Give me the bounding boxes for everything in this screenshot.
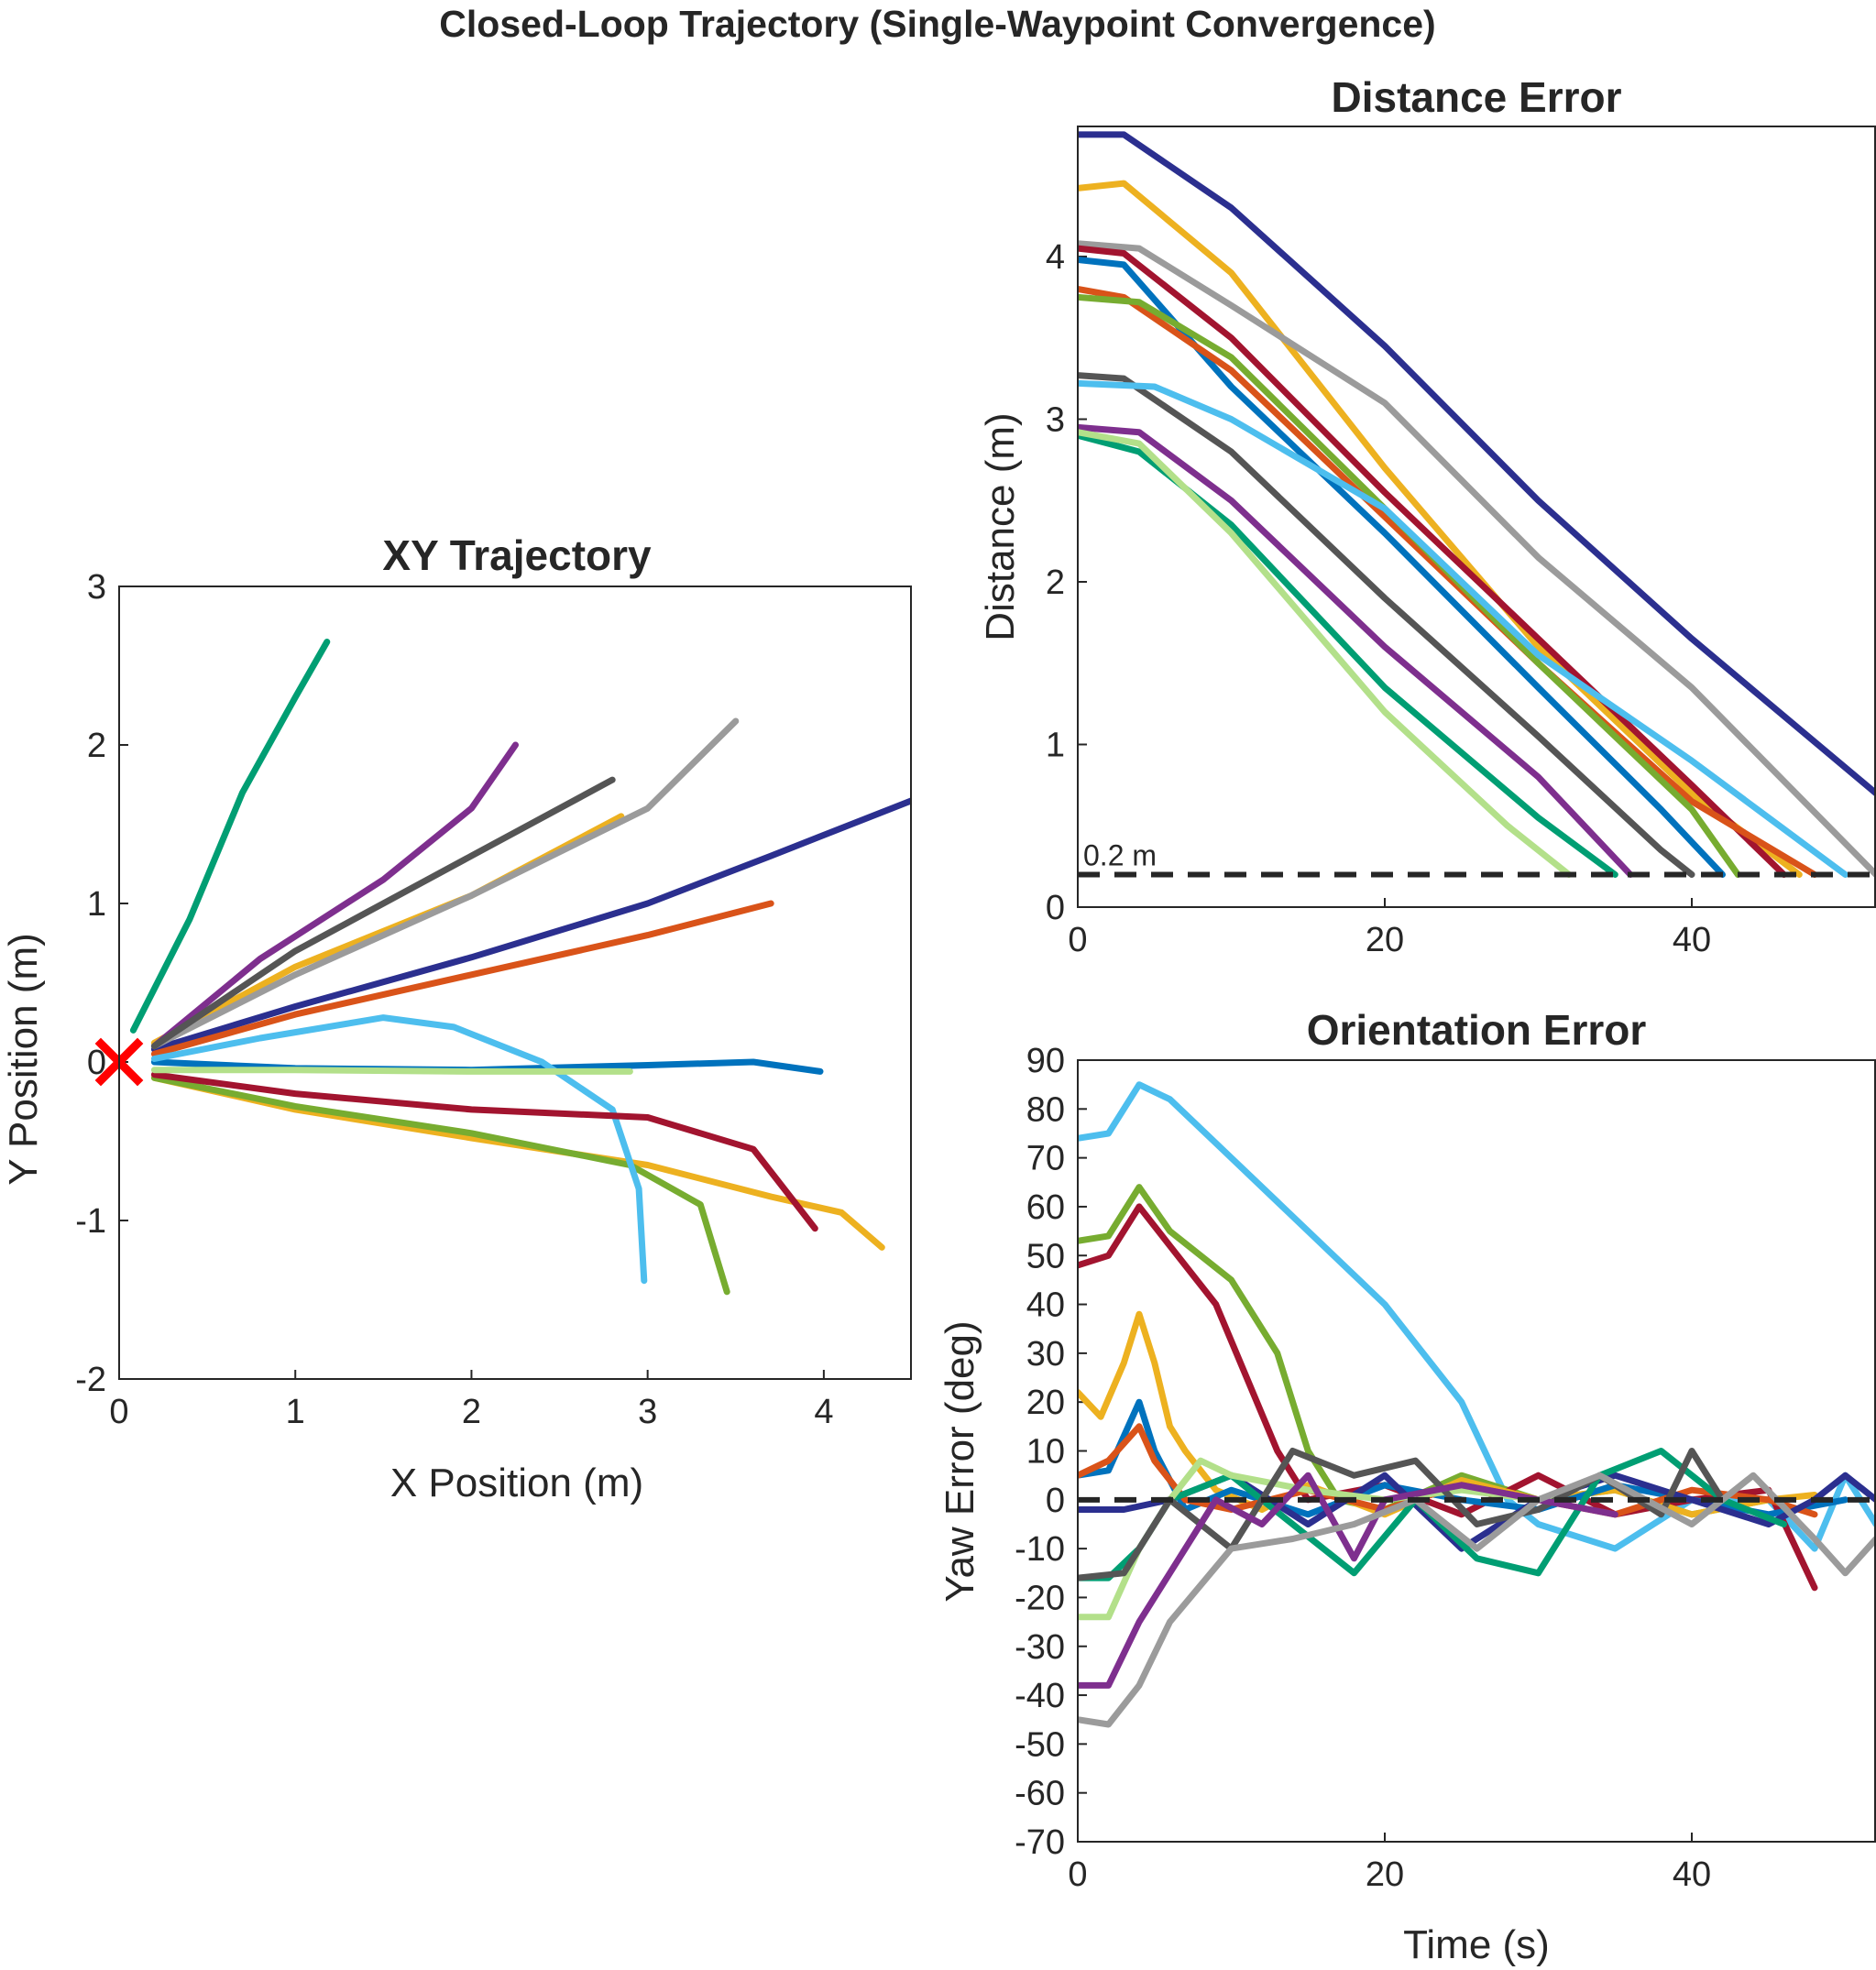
distance-title: Distance Error	[1331, 73, 1621, 121]
distance-series-line-6	[1078, 286, 1818, 878]
xy-ytick-label: 0	[87, 1044, 106, 1082]
xy-ylabel: Y Position (m)	[1, 933, 46, 1186]
xy-xlabel: X Position (m)	[390, 1461, 643, 1505]
orientation-ytick-label: 40	[1026, 1286, 1065, 1325]
xy-axes-frame	[118, 586, 912, 1380]
figure-suptitle: Closed-Loop Trajectory (Single-Waypoint …	[439, 3, 1435, 45]
xy-ytick-label: 2	[87, 727, 106, 765]
distance-ytick-label: 2	[1046, 564, 1065, 602]
xy-ytick-label: 3	[87, 568, 106, 607]
orientation-xtick-label: 40	[1673, 1855, 1711, 1894]
orientation-ytick-label: 60	[1026, 1188, 1065, 1227]
orientation-ylabel: Yaw Error (deg)	[938, 1320, 982, 1602]
distance-series-line-2	[1078, 180, 1803, 878]
xy-xtick-label: 3	[638, 1393, 657, 1431]
distance-series-line-5	[1078, 257, 1726, 878]
orientation-series-line-12	[1078, 1472, 1876, 1728]
orientation-axes-frame	[1077, 1059, 1876, 1843]
orientation-xtick-label: 20	[1366, 1855, 1404, 1894]
orientation-ytick-label: 80	[1026, 1090, 1065, 1129]
xy-series-line-13	[150, 1067, 633, 1075]
xy-series-line-6	[150, 741, 519, 1050]
distance-error-panel: Distance Error Distance (m) 0 20 40 0 1 2 3 4 0…	[978, 73, 1876, 959]
distance-series-line-4	[1078, 245, 1787, 878]
orientation-series-line-11	[1078, 1472, 1618, 1689]
xy-series-line-8	[150, 1014, 648, 1285]
distance-xtick-label: 0	[1068, 921, 1087, 959]
orientation-xlabel: Time (s)	[1403, 1922, 1550, 1967]
xy-ytick-label: 1	[87, 885, 106, 924]
xy-ytick-label: -2	[75, 1361, 106, 1399]
distance-ytick-label: 1	[1046, 727, 1065, 765]
orientation-ytick-label: 0	[1046, 1482, 1065, 1520]
xy-ytick-label: -1	[75, 1202, 106, 1241]
xy-series-line-3	[150, 900, 774, 1057]
distance-ylabel: Distance (m)	[978, 412, 1023, 640]
orientation-ytick-label: 10	[1026, 1433, 1065, 1472]
orientation-ytick-label: 90	[1026, 1042, 1065, 1080]
orientation-ytick-label: 30	[1026, 1335, 1065, 1374]
distance-series-line-10	[1078, 423, 1634, 878]
orientation-error-panel: Orientation Error Time (s) Yaw Error (de…	[938, 1006, 1876, 1967]
orientation-series-line-9	[1078, 1457, 1573, 1621]
distance-xtick-label: 40	[1673, 921, 1711, 959]
distance-series-line-9	[1078, 379, 1849, 878]
orientation-ytick-label: -40	[1015, 1677, 1065, 1715]
xy-series-line-12	[150, 776, 616, 1050]
distance-series-line-1	[1078, 131, 1876, 797]
orientation-ytick-label: 20	[1026, 1384, 1065, 1422]
orientation-ytick-label: -10	[1015, 1530, 1065, 1569]
xy-series-line-7	[150, 1074, 730, 1296]
orientation-ytick-label: -20	[1015, 1579, 1065, 1617]
orientation-ytick-label: -70	[1015, 1823, 1065, 1862]
distance-axes-frame	[1077, 126, 1876, 908]
xy-trajectory-panel: XY Trajectory X Position (m) Y Position …	[1, 531, 912, 1505]
distance-reference-label: 0.2 m	[1083, 839, 1157, 872]
orientation-ytick-label: -50	[1015, 1725, 1065, 1764]
xy-series-line-11	[150, 717, 740, 1050]
xy-title: XY Trajectory	[382, 531, 652, 579]
orientation-ytick-label: 70	[1026, 1140, 1065, 1178]
xy-series-line-4	[150, 1074, 885, 1251]
xy-series-line-9	[150, 1071, 818, 1232]
distance-series-line-8	[1078, 372, 1695, 878]
xy-xtick-label: 1	[286, 1393, 305, 1431]
orientation-series-line-1	[1078, 1081, 1876, 1552]
xy-series-line-1	[150, 797, 912, 1053]
xy-xtick-label: 2	[462, 1393, 481, 1431]
distance-ytick-label: 0	[1046, 889, 1065, 927]
orientation-xtick-label: 0	[1068, 1855, 1087, 1894]
distance-xtick-label: 20	[1366, 921, 1404, 959]
distance-ytick-label: 3	[1046, 401, 1065, 440]
xy-series-line-10	[129, 639, 331, 1034]
distance-series-line-12	[1078, 429, 1573, 878]
xy-xtick-label: 0	[109, 1393, 128, 1431]
distance-series-line-11	[1078, 432, 1618, 878]
orientation-title: Orientation Error	[1307, 1006, 1647, 1054]
orientation-ytick-label: -60	[1015, 1775, 1065, 1813]
distance-series-line-3	[1078, 240, 1876, 878]
orientation-ytick-label: 50	[1026, 1237, 1065, 1275]
xy-xtick-label: 4	[814, 1393, 833, 1431]
orientation-ytick-label: -30	[1015, 1628, 1065, 1667]
distance-ytick-label: 4	[1046, 238, 1065, 277]
